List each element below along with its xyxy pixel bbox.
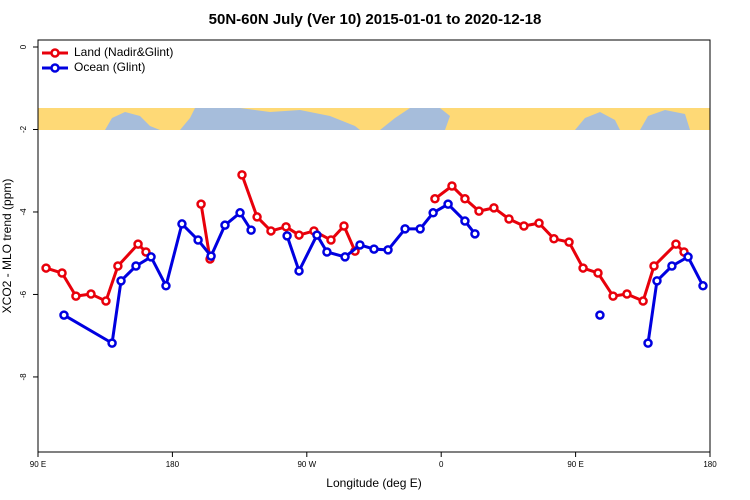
data-point (447, 181, 457, 191)
data-point (667, 261, 677, 271)
data-point (206, 251, 216, 261)
chart-title: 50N-60N July (Ver 10) 2015-01-01 to 2020… (209, 11, 542, 28)
data-point (326, 235, 336, 245)
data-point (443, 199, 453, 209)
map-strip (38, 108, 710, 130)
data-point (608, 291, 618, 301)
data-point (322, 247, 332, 257)
data-point (428, 208, 438, 218)
legend-label: Ocean (Glint) (74, 60, 145, 74)
x-tick-label: 180 (703, 460, 717, 469)
y-tick-label: 0 (19, 44, 28, 49)
data-point (86, 289, 96, 299)
data-point (220, 220, 230, 230)
data-point (415, 224, 425, 234)
data-point (519, 221, 529, 231)
data-point (622, 289, 632, 299)
y-axis-label: XCO2 - MLO trend (ppm) (0, 179, 14, 314)
data-point (474, 206, 484, 216)
data-point (638, 296, 648, 306)
data-point (369, 244, 379, 254)
data-point (649, 261, 659, 271)
data-point (59, 310, 69, 320)
series-line (63, 202, 705, 345)
data-point (698, 281, 708, 291)
plot-frame (37, 39, 711, 453)
data-point (116, 276, 126, 286)
data-point (237, 170, 247, 180)
data-point (593, 268, 603, 278)
legend: Land (Nadir&Glint)Ocean (Glint) (42, 45, 173, 74)
legend-marker (50, 48, 60, 58)
series-line (45, 174, 686, 303)
data-point (294, 266, 304, 276)
data-point (489, 203, 499, 213)
data-point (282, 231, 292, 241)
y-tick-label: -4 (19, 208, 28, 216)
data-point (504, 214, 514, 224)
x-tick-label: 90 E (567, 460, 583, 469)
data-point (107, 338, 117, 348)
data-point (339, 221, 349, 231)
data-point (549, 234, 559, 244)
data-point (460, 194, 470, 204)
data-point (643, 338, 653, 348)
data-point (460, 216, 470, 226)
data-point (652, 276, 662, 286)
data-point (564, 237, 574, 247)
data-point (57, 268, 67, 278)
data-point (281, 222, 291, 232)
x-axis-label: Longitude (deg E) (326, 476, 421, 490)
data-point (177, 219, 187, 229)
y-tick-label: -8 (19, 373, 28, 381)
data-point (430, 194, 440, 204)
data-point (235, 208, 245, 218)
data-point (71, 291, 81, 301)
y-tick-label: -6 (19, 290, 28, 298)
data-point (41, 263, 51, 273)
data-point (383, 245, 393, 255)
data-point (101, 296, 111, 306)
data-point (578, 263, 588, 273)
x-tick-label: 180 (166, 460, 180, 469)
data-point (252, 212, 262, 222)
data-point (266, 226, 276, 236)
legend-marker (50, 63, 60, 73)
data-point (671, 239, 681, 249)
x-tick-label: 90 W (297, 460, 316, 469)
data-point (161, 281, 171, 291)
data-point (246, 225, 256, 235)
data-point (340, 252, 350, 262)
data-point (534, 218, 544, 228)
data-point (146, 252, 156, 262)
data-point (294, 230, 304, 240)
data-point (312, 230, 322, 240)
y-tick-label: -2 (19, 125, 28, 133)
data-point (355, 240, 365, 250)
data-point (133, 239, 143, 249)
data-point (470, 229, 480, 239)
x-tick-label: 90 E (30, 460, 46, 469)
data-point (131, 261, 141, 271)
data-point (683, 252, 693, 262)
data-point (595, 310, 605, 320)
legend-label: Land (Nadir&Glint) (74, 45, 173, 59)
data-point (113, 261, 123, 271)
data-point (400, 224, 410, 234)
data-point (193, 235, 203, 245)
data-point (196, 199, 206, 209)
x-tick-label: 0 (439, 460, 444, 469)
